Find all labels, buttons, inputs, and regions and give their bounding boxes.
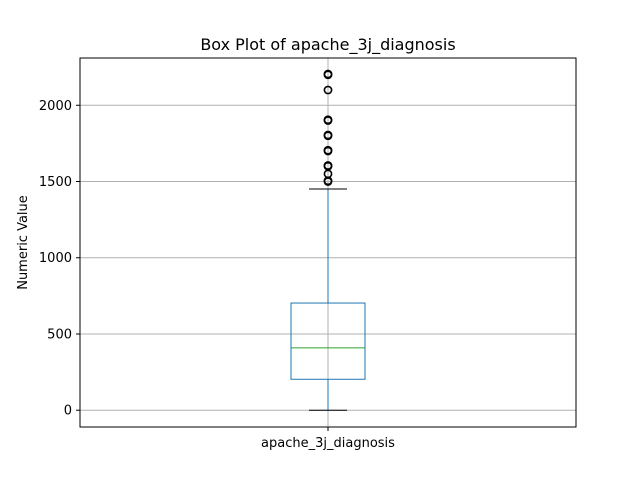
outlier-point (323, 69, 333, 79)
y-tick-label: 1000 (39, 251, 72, 266)
outlier-point (323, 130, 333, 140)
outlier-point (323, 85, 333, 95)
box-layer (290, 69, 366, 411)
outlier-point (323, 145, 333, 155)
chart-title: Box Plot of apache_3j_diagnosis (200, 35, 455, 55)
y-tick-label: 1500 (39, 175, 72, 190)
y-tick-label: 500 (47, 327, 72, 342)
y-ticks: 0 500 1000 1500 2000 (39, 99, 80, 419)
y-tick-label: 2000 (39, 99, 72, 114)
x-ticks: apache_3j_diagnosis (261, 427, 395, 451)
y-axis-label: Numeric Value (16, 195, 31, 290)
outlier-point (323, 161, 333, 170)
y-tick-label: 0 (64, 404, 72, 419)
outlier-point (323, 115, 333, 125)
iqr-box (290, 302, 366, 380)
x-tick-label: apache_3j_diagnosis (261, 436, 395, 451)
